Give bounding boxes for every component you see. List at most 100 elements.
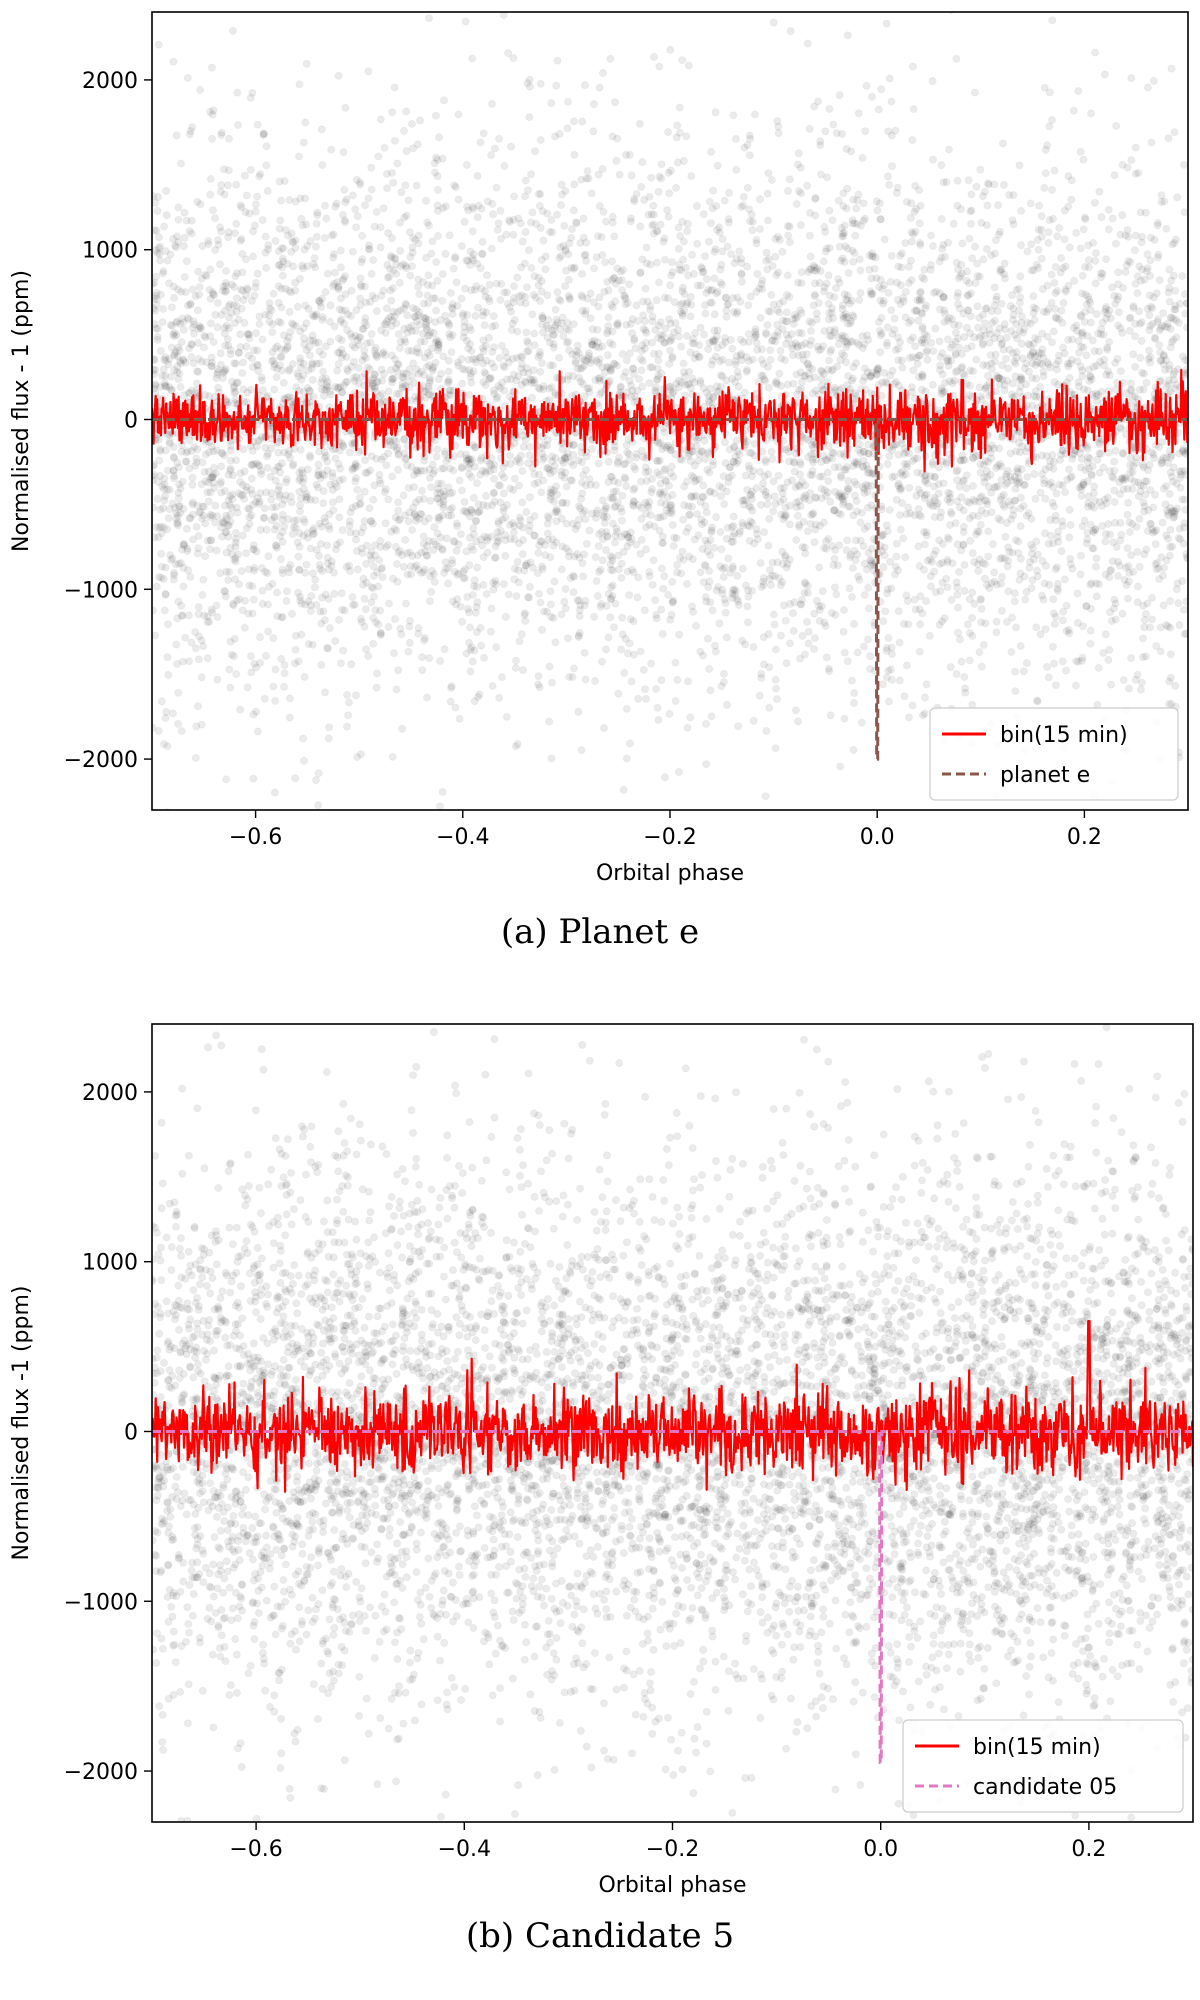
data-point <box>877 349 884 356</box>
data-point <box>1057 255 1064 262</box>
data-point <box>254 270 261 277</box>
data-point <box>171 475 178 482</box>
data-point <box>924 480 931 487</box>
data-point <box>488 245 495 252</box>
data-point <box>178 728 185 735</box>
data-point <box>1140 508 1147 515</box>
data-point <box>916 220 923 227</box>
data-point <box>445 378 452 385</box>
data-point <box>312 243 319 250</box>
data-point <box>371 385 378 392</box>
data-point <box>336 514 343 521</box>
data-point <box>810 646 817 653</box>
data-point <box>463 548 470 555</box>
data-point <box>552 639 559 646</box>
data-point <box>1101 71 1108 78</box>
data-point <box>200 643 207 650</box>
data-point <box>320 500 327 507</box>
data-point <box>958 658 965 665</box>
data-point <box>294 539 301 546</box>
data-point <box>453 520 460 527</box>
data-point <box>756 196 763 203</box>
data-point <box>898 357 905 364</box>
data-point <box>269 885 276 892</box>
data-point <box>852 232 859 239</box>
data-point <box>295 658 302 665</box>
data-point <box>1038 255 1045 262</box>
data-point <box>670 329 677 336</box>
data-point <box>174 369 181 376</box>
data-point <box>431 169 438 176</box>
data-point <box>658 606 665 613</box>
data-point <box>874 207 881 214</box>
data-point <box>481 369 488 376</box>
data-point <box>233 671 240 678</box>
data-point <box>825 357 832 364</box>
data-point <box>548 100 555 107</box>
data-point <box>703 276 710 283</box>
data-point <box>526 583 533 590</box>
data-point <box>751 111 758 118</box>
data-point <box>1080 226 1087 233</box>
data-point <box>387 287 394 294</box>
data-point <box>1077 464 1084 471</box>
data-point <box>595 543 602 550</box>
data-point <box>161 607 168 614</box>
data-point <box>319 316 326 323</box>
data-point <box>496 354 503 361</box>
data-point <box>582 676 589 683</box>
data-point <box>1081 263 1088 270</box>
data-point <box>158 574 165 581</box>
data-point <box>245 610 252 617</box>
data-point <box>596 203 603 210</box>
data-point <box>154 495 161 502</box>
data-point <box>1083 352 1090 359</box>
data-point <box>548 679 555 686</box>
data-point <box>243 550 250 557</box>
data-point <box>570 665 577 672</box>
data-point <box>262 233 269 240</box>
data-point <box>588 190 595 197</box>
data-point <box>1111 596 1118 603</box>
data-point <box>687 313 694 320</box>
data-point <box>500 490 507 497</box>
data-point <box>659 630 666 637</box>
data-point <box>157 291 164 298</box>
data-point <box>795 150 802 157</box>
data-point <box>674 676 681 683</box>
data-point <box>905 280 912 287</box>
data-point <box>538 288 545 295</box>
data-point <box>676 104 683 111</box>
data-point <box>688 503 695 510</box>
data-point <box>1139 654 1146 661</box>
data-point <box>1163 225 1170 232</box>
data-point <box>225 577 232 584</box>
data-point <box>1138 239 1145 246</box>
data-point <box>526 443 533 450</box>
data-point <box>246 514 253 521</box>
data-point <box>331 323 338 330</box>
data-point <box>980 256 987 263</box>
data-point <box>564 125 571 132</box>
data-point <box>866 266 873 273</box>
data-point <box>655 188 662 195</box>
data-point <box>439 545 446 552</box>
data-point <box>342 104 349 111</box>
data-point <box>709 286 716 293</box>
data-point <box>239 369 246 376</box>
data-point <box>646 380 653 387</box>
data-point <box>550 344 557 351</box>
data-point <box>896 512 903 519</box>
data-point <box>772 676 779 683</box>
data-point <box>670 542 677 549</box>
data-point <box>801 651 808 658</box>
data-point <box>564 861 571 868</box>
data-point <box>537 136 544 143</box>
data-point <box>298 215 305 222</box>
data-point <box>349 248 356 255</box>
data-point <box>1077 363 1084 370</box>
data-point <box>319 351 326 358</box>
data-point <box>326 526 333 533</box>
data-point <box>456 477 463 484</box>
data-point <box>331 269 338 276</box>
